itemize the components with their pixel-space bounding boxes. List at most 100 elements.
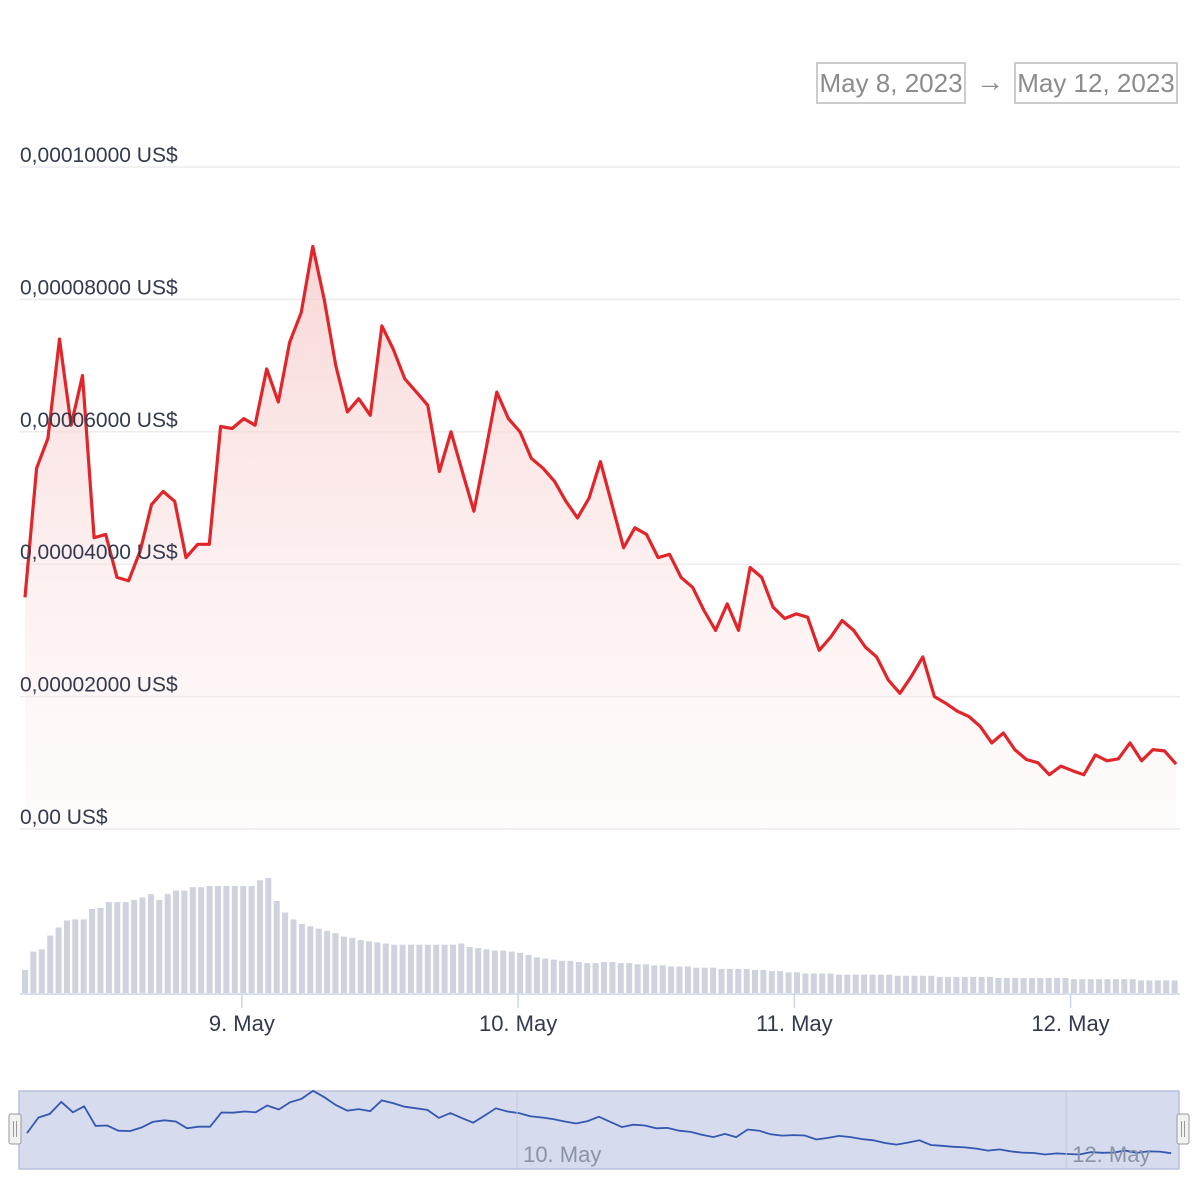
volume-bar xyxy=(97,907,104,993)
volume-bar xyxy=(215,886,221,993)
volume-bar xyxy=(408,944,414,993)
volume-bar xyxy=(701,967,708,993)
volume-bar xyxy=(861,974,868,993)
volume-bar xyxy=(416,944,423,993)
navigator-label: 12. May xyxy=(1072,1142,1150,1167)
volume-bar xyxy=(684,966,691,993)
volume-bar xyxy=(122,902,129,993)
navigator-label: 10. May xyxy=(523,1142,601,1167)
volume-bar xyxy=(240,886,247,993)
volume-bar xyxy=(710,967,717,993)
range-arrow-icon: → xyxy=(976,66,1004,97)
range-start-input[interactable]: May 8, 2023 xyxy=(816,62,966,104)
volume-bar xyxy=(1112,979,1119,993)
volume-bar xyxy=(726,968,733,993)
volume-bar xyxy=(852,974,859,993)
y-tick-label: 0,00010000 US$ xyxy=(20,144,178,167)
y-tick-label: 0,00002000 US$ xyxy=(20,674,178,697)
volume-bar xyxy=(894,975,901,994)
volume-bar xyxy=(676,966,683,993)
volume-bar xyxy=(324,930,331,993)
volume-bar xyxy=(1045,978,1052,993)
volume-bar xyxy=(768,971,775,993)
navigator[interactable]: 10. May 12. May xyxy=(8,1089,1190,1170)
range-end-input[interactable]: May 12, 2023 xyxy=(1014,62,1178,104)
volume-bar xyxy=(877,974,884,993)
volume-bar xyxy=(265,878,272,993)
volume-bar xyxy=(886,974,893,993)
volume-bar xyxy=(1171,980,1178,994)
volume-bar xyxy=(374,942,381,993)
volume-bar xyxy=(919,975,926,994)
volume-bar xyxy=(38,949,45,993)
volume-bar xyxy=(844,974,851,993)
volume-bar xyxy=(559,960,565,993)
volume-bar xyxy=(617,963,624,993)
volume-bar xyxy=(315,928,322,993)
volume-bar xyxy=(307,926,314,993)
volume-bar xyxy=(1054,978,1061,993)
navigator-left-handle[interactable] xyxy=(8,1113,22,1145)
x-axis: 9. May 10. May 11. May 12. May xyxy=(20,993,1180,1036)
volume-bar xyxy=(508,951,515,993)
volume-bar xyxy=(466,947,473,993)
volume-bar xyxy=(248,886,255,993)
volume-bar xyxy=(382,943,389,993)
volume-bar xyxy=(47,935,54,993)
volume-bar xyxy=(592,963,599,993)
volume-bar xyxy=(298,924,305,993)
handle-body xyxy=(8,1113,22,1145)
volume-bar xyxy=(1129,979,1136,993)
volume-bar xyxy=(257,880,263,993)
volume-bar xyxy=(1121,979,1128,993)
volume-bar xyxy=(575,962,582,994)
volume-bar xyxy=(500,950,507,993)
volume-bar xyxy=(458,943,465,993)
volume-bar xyxy=(450,944,456,993)
volume-bar xyxy=(189,887,196,993)
volume-bar xyxy=(231,886,238,993)
price-line xyxy=(23,244,1178,777)
volume-bar xyxy=(609,962,616,994)
volume-bar xyxy=(332,933,339,993)
volume-bar xyxy=(1037,978,1044,993)
volume-bar xyxy=(30,951,37,993)
volume-bar xyxy=(22,970,28,993)
volume-bar xyxy=(542,958,549,993)
volume-bar xyxy=(945,976,951,993)
volume-bar xyxy=(1163,980,1170,994)
volume-bar xyxy=(441,944,448,993)
volume-bar xyxy=(1087,979,1094,993)
volume-bar xyxy=(525,955,532,993)
volume-bar xyxy=(1154,980,1161,994)
volume-bar xyxy=(517,952,524,994)
volume-bar xyxy=(928,975,935,994)
volume-bar xyxy=(584,963,591,993)
volume-bar xyxy=(643,964,649,994)
volume-bar xyxy=(1070,979,1077,993)
volume-bar xyxy=(634,964,641,994)
volume-bar xyxy=(181,890,188,993)
volume-bar xyxy=(970,976,977,993)
y-axis-labels: 0,00 US$ 0,00002000 US$ 0,00004000 US$ 0,00… xyxy=(20,144,178,829)
volume-bar xyxy=(1012,978,1019,993)
volume-bar xyxy=(198,887,205,993)
volume-bar xyxy=(735,968,742,993)
volume-bar xyxy=(651,965,658,993)
y-tick-label: 0,00006000 US$ xyxy=(20,409,178,432)
volume-bar xyxy=(794,972,800,993)
volume-bar xyxy=(987,976,993,993)
volume-bar xyxy=(424,944,431,993)
navigator-right-handle[interactable] xyxy=(1176,1113,1190,1145)
volume-bar xyxy=(483,949,490,993)
volume-bar xyxy=(491,950,498,993)
volume-bar xyxy=(173,890,179,993)
volume-bar xyxy=(668,966,675,993)
handle-body xyxy=(1176,1113,1190,1145)
volume-bar xyxy=(836,974,842,993)
volume-bar xyxy=(433,944,440,993)
volume-bar xyxy=(391,944,398,993)
volume-bar xyxy=(819,973,826,994)
